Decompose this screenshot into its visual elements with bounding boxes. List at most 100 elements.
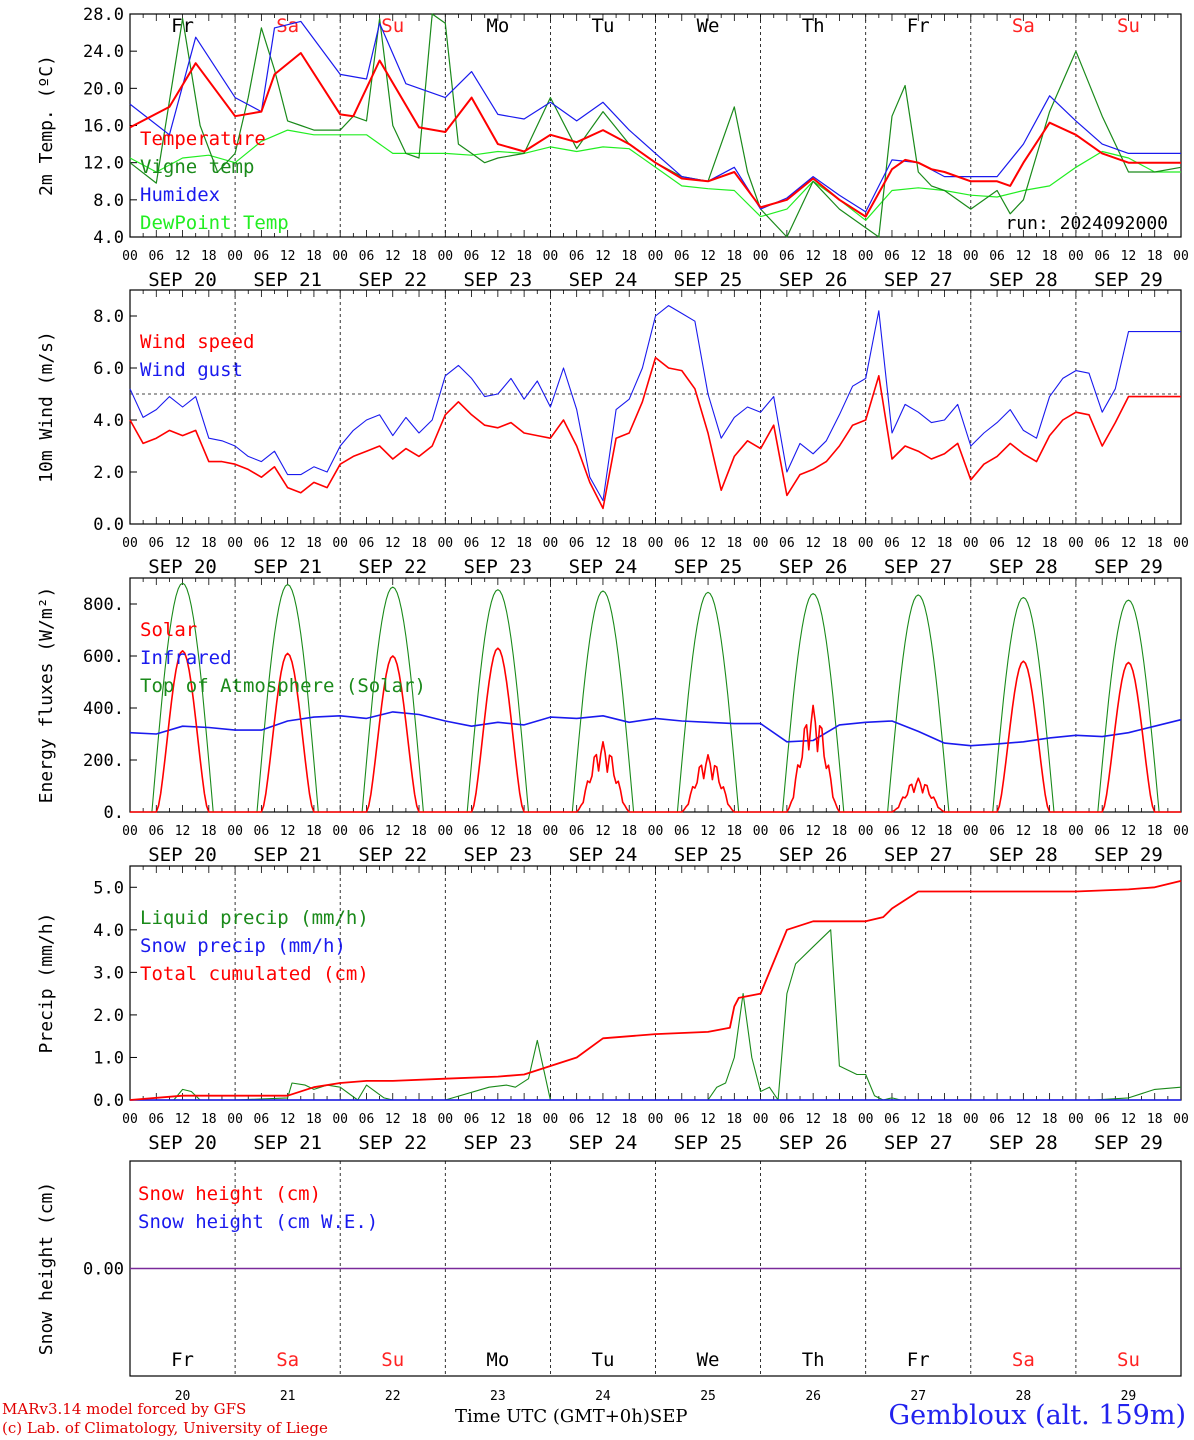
hour-tick-label: 18 [1042, 824, 1058, 839]
hour-tick-label: 06 [674, 249, 690, 264]
hour-tick-label: 00 [1068, 249, 1084, 264]
hour-tick-label: 06 [884, 824, 900, 839]
day-label: SEP 27 [884, 1132, 953, 1154]
legend-entry: DewPoint Temp [140, 212, 289, 234]
hour-tick-label: 12 [175, 1112, 191, 1127]
hour-tick-label: 18 [411, 536, 427, 551]
day-label: SEP 20 [148, 556, 217, 578]
hour-tick-label: 18 [1147, 249, 1163, 264]
day-label: SEP 26 [779, 269, 848, 291]
hour-tick-label: 12 [385, 536, 401, 551]
y-tick-label: 0.0 [93, 1091, 124, 1111]
hour-tick-label: 00 [1068, 1112, 1084, 1127]
legend-entry: Top of Atmosphere (Solar) [140, 675, 426, 697]
day-label: SEP 24 [569, 269, 638, 291]
hour-tick-label: 00 [543, 824, 559, 839]
x-axis-title: Time UTC (GMT+0h)SEP [455, 1406, 687, 1427]
hour-tick-label: 18 [1042, 249, 1058, 264]
hour-tick-label: 18 [411, 1112, 427, 1127]
hour-tick-label: 06 [569, 1112, 585, 1127]
weekday-label: Su [1117, 1349, 1140, 1371]
weekday-label: Sa [276, 15, 299, 37]
hour-tick-label: 18 [726, 1112, 742, 1127]
y-axis-label: 10m Wind (m/s) [36, 331, 57, 483]
day-number-label: 29 [1121, 1389, 1137, 1404]
hour-tick-label: 06 [674, 536, 690, 551]
day-label: SEP 26 [779, 1132, 848, 1154]
hour-tick-label: 18 [1042, 1112, 1058, 1127]
hour-tick-label: 06 [674, 824, 690, 839]
day-label: SEP 28 [989, 556, 1058, 578]
hour-tick-label: 00 [227, 249, 243, 264]
weekday-label: Th [802, 15, 825, 37]
day-number-label: 25 [700, 1389, 716, 1404]
hour-tick-label: 06 [569, 249, 585, 264]
hour-tick-label: 12 [280, 1112, 296, 1127]
hour-tick-label: 12 [385, 249, 401, 264]
model-credit: MARv3.14 model forced by GFS [2, 1400, 247, 1418]
day-label: SEP 20 [148, 1132, 217, 1154]
legend-entry: Snow height (cm W.E.) [138, 1211, 378, 1233]
hour-tick-label: 18 [1147, 824, 1163, 839]
hour-tick-label: 18 [937, 1112, 953, 1127]
hour-tick-label: 00 [543, 1112, 559, 1127]
hour-tick-label: 06 [1094, 824, 1110, 839]
hour-tick-label: 06 [254, 1112, 270, 1127]
weekday-label: Tu [592, 15, 615, 37]
hour-tick-label: 18 [201, 1112, 217, 1127]
hour-tick-label: 00 [753, 824, 769, 839]
hour-tick-label: 06 [254, 249, 270, 264]
hour-tick-label: 18 [306, 249, 322, 264]
hour-tick-label: 06 [464, 249, 480, 264]
precipitation-panel: 00 06 12 18 00 06 12 18 00 06 12 18 00 06 12 18 00 06 12 18… [36, 865, 1189, 1154]
hour-tick-label: 18 [832, 824, 848, 839]
hour-tick-label: 12 [280, 824, 296, 839]
hour-tick-label: 18 [201, 249, 217, 264]
hour-tick-label: 00 [332, 536, 348, 551]
series-line [129, 305, 1181, 502]
hour-tick-label: 18 [411, 824, 427, 839]
hour-tick-label: 12 [490, 1112, 506, 1127]
lab-credit: (c) Lab. of Climatology, University of L… [2, 1419, 328, 1437]
hour-tick-label: 12 [910, 536, 926, 551]
day-label: SEP 22 [358, 844, 427, 866]
hour-tick-label: 12 [595, 824, 611, 839]
day-label: SEP 25 [674, 556, 743, 578]
hour-tick-label: 06 [464, 824, 480, 839]
hour-tick-label: 00 [963, 824, 979, 839]
infrared-line [129, 711, 1182, 747]
hour-tick-label: 12 [700, 249, 716, 264]
hour-tick-label: 00 [1068, 536, 1084, 551]
hour-tick-label: 00 [963, 249, 979, 264]
hour-tick-label: 12 [1121, 249, 1137, 264]
day-number-label: 26 [805, 1389, 821, 1404]
day-label: SEP 25 [674, 844, 743, 866]
hour-tick-label: 12 [1016, 249, 1032, 264]
hour-tick-label: 06 [148, 249, 164, 264]
hour-tick-label: 12 [910, 824, 926, 839]
legend-entry: Wind gust [140, 359, 243, 381]
y-tick-label: 20.0 [83, 79, 124, 99]
hour-tick-label: 12 [1121, 536, 1137, 551]
y-tick-label: 16.0 [83, 117, 124, 137]
y-tick-label: 2.0 [93, 463, 124, 483]
hour-tick-label: 12 [700, 824, 716, 839]
hour-tick-label: 18 [306, 824, 322, 839]
hour-tick-label: 06 [464, 1112, 480, 1127]
day-label: SEP 20 [148, 844, 217, 866]
day-label: SEP 27 [884, 556, 953, 578]
hour-tick-label: 00 [1173, 1112, 1189, 1127]
hour-tick-label: 00 [753, 1112, 769, 1127]
legend-entry: Snow precip (mm/h) [140, 935, 346, 957]
hour-tick-label: 06 [884, 1112, 900, 1127]
hour-tick-label: 06 [989, 1112, 1005, 1127]
series-line [129, 356, 1181, 510]
y-tick-label: 600. [83, 647, 124, 667]
hour-tick-label: 06 [148, 824, 164, 839]
hour-tick-label: 12 [805, 536, 821, 551]
hour-tick-label: 12 [385, 824, 401, 839]
hour-tick-label: 12 [1121, 824, 1137, 839]
legend-entry: Snow height (cm) [138, 1183, 321, 1205]
hour-tick-label: 12 [1016, 1112, 1032, 1127]
